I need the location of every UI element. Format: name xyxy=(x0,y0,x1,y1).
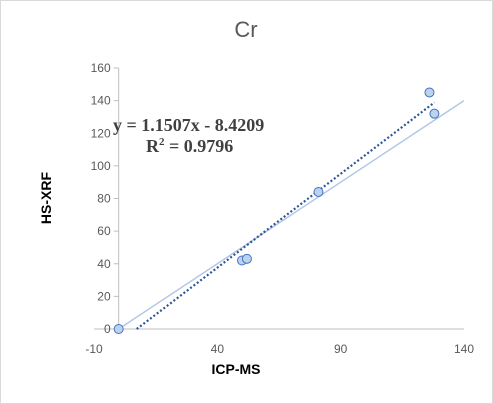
y-axis-title: HS-XRF xyxy=(38,172,54,225)
r-squared-label: R2 = 0.9796 xyxy=(146,136,233,156)
y-tick-labels: 0 20 40 60 80 100 120 140 160 xyxy=(91,61,119,336)
y-tick-label: 20 xyxy=(97,289,111,303)
data-point xyxy=(313,186,324,197)
trendline-equation: y = 1.1507x - 8.4209 xyxy=(113,115,264,135)
y-tick-label: 0 xyxy=(104,322,111,336)
y-tick-label: 140 xyxy=(91,94,111,108)
r-squared-value: = 0.9796 xyxy=(165,136,234,156)
y-tick-label: 100 xyxy=(91,159,111,173)
r-squared-prefix: R xyxy=(146,136,160,156)
chart-title: Cr xyxy=(234,17,257,42)
y-tick-label: 60 xyxy=(97,224,111,238)
data-point xyxy=(429,108,440,119)
x-tick-label: 140 xyxy=(454,342,474,356)
data-point xyxy=(424,87,435,98)
data-point xyxy=(241,253,252,264)
y-tick-label: 80 xyxy=(97,192,111,206)
x-tick-labels: -10 40 90 140 xyxy=(85,342,474,356)
x-tick-label: 40 xyxy=(211,342,225,356)
y-tick-label: 40 xyxy=(97,257,111,271)
x-tick-label: -10 xyxy=(85,342,103,356)
reference-line xyxy=(118,99,465,330)
fit-lines xyxy=(118,99,465,330)
data-points xyxy=(113,87,440,334)
data-point xyxy=(113,324,124,334)
x-tick-label: 90 xyxy=(334,342,348,356)
r-squared-superscript: 2 xyxy=(159,136,165,148)
x-axis-title: ICP-MS xyxy=(212,361,261,377)
trendline xyxy=(136,101,436,330)
axes xyxy=(94,68,464,330)
y-tick-label: 160 xyxy=(91,61,111,75)
y-tick-label: 120 xyxy=(91,126,111,140)
